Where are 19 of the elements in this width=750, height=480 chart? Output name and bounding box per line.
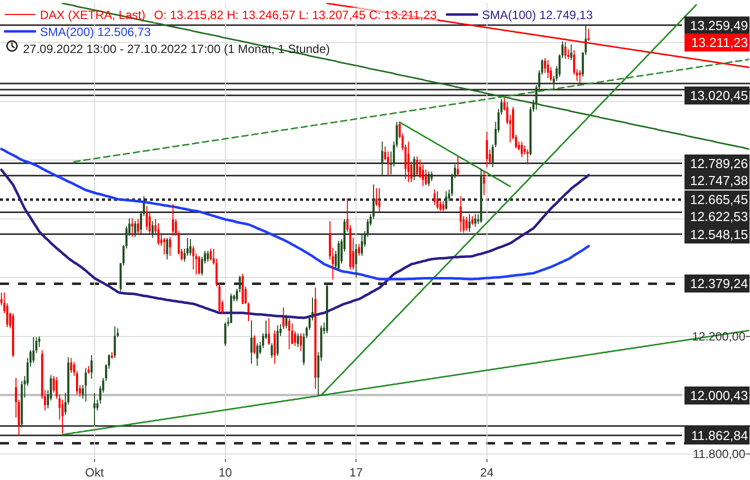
ref-line-label: 12.665,45 xyxy=(690,192,748,207)
ref-line-label: 12.000,43 xyxy=(690,388,748,403)
x-tick-label: Okt xyxy=(85,465,104,480)
ref-line-label: 12.379,24 xyxy=(690,276,748,291)
annotation: O: 13.215,82 H: 13.246,57 L: 13.207,45 C: 13.211,23 xyxy=(154,8,437,22)
x-tick-label: 10 xyxy=(218,465,232,480)
ref-line-label: 12.789,26 xyxy=(690,156,748,171)
annotation: 13.211,23 xyxy=(691,35,748,50)
text: SMA(200) 12.506,73 xyxy=(40,25,152,40)
text: SMA(100) 12.749,13 xyxy=(482,8,594,22)
x-tick-label: 24 xyxy=(480,465,494,480)
x-tick-label: 17 xyxy=(349,465,364,480)
ref-line-label: 12.548,15 xyxy=(690,227,748,242)
ref-line-label: 13.259,49 xyxy=(690,18,748,33)
y-tick-label: 11.800,00 xyxy=(692,447,746,462)
ref-line-label: 11.862,84 xyxy=(691,428,748,443)
ref-line-label: 13.020,45 xyxy=(690,88,748,103)
ref-line-label: 12.747,38 xyxy=(690,173,748,188)
ref-line-label: 12.622,53 xyxy=(690,209,748,224)
